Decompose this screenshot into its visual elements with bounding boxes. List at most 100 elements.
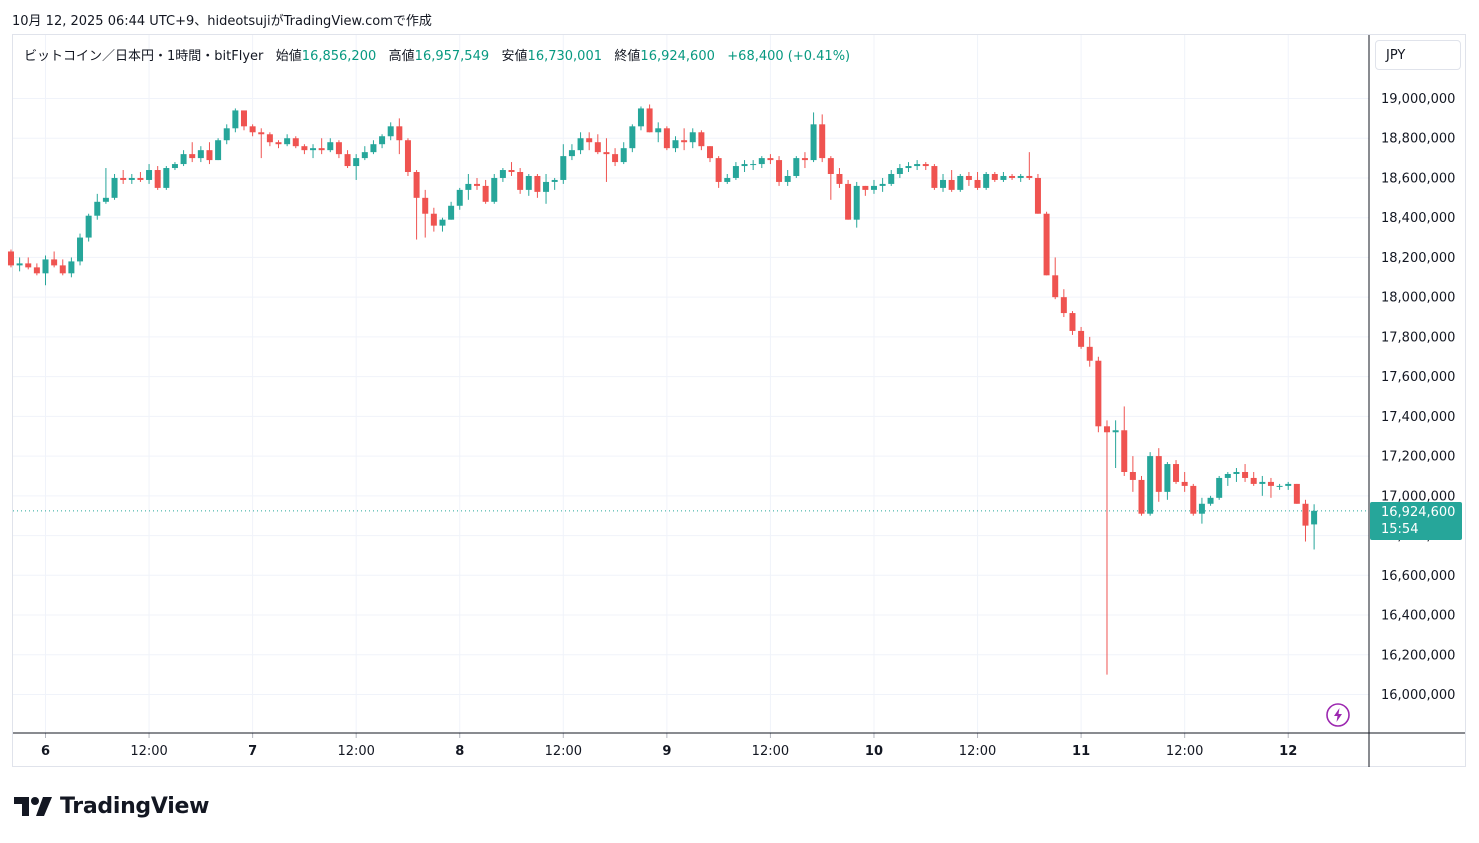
candle[interactable] <box>1311 504 1318 550</box>
candle[interactable] <box>1103 420 1110 675</box>
candle[interactable] <box>1164 462 1171 500</box>
candle[interactable] <box>465 173 472 200</box>
candle[interactable] <box>965 172 972 186</box>
candle[interactable] <box>750 160 757 171</box>
candle[interactable] <box>310 144 317 159</box>
candle[interactable] <box>1173 460 1180 484</box>
tradingview-logo[interactable]: TradingView <box>14 790 209 822</box>
candle[interactable] <box>223 124 230 145</box>
candle[interactable] <box>914 160 921 171</box>
candle[interactable] <box>1060 289 1067 318</box>
candle[interactable] <box>171 162 178 171</box>
candle[interactable] <box>508 162 515 176</box>
candle[interactable] <box>422 189 429 238</box>
candle[interactable] <box>741 160 748 173</box>
candle[interactable] <box>905 162 912 173</box>
candle[interactable] <box>206 142 213 165</box>
candle[interactable] <box>1069 311 1076 335</box>
candle[interactable] <box>137 172 144 182</box>
candle[interactable] <box>1147 452 1154 516</box>
candle[interactable] <box>543 173 550 204</box>
candle[interactable] <box>370 140 377 155</box>
candle[interactable] <box>819 114 826 163</box>
candle[interactable] <box>146 164 153 184</box>
candle[interactable] <box>1285 481 1292 490</box>
candle[interactable] <box>16 257 23 272</box>
candle[interactable] <box>655 122 662 143</box>
candle[interactable] <box>404 138 411 176</box>
candle[interactable] <box>888 170 895 186</box>
candle[interactable] <box>957 173 964 192</box>
candle[interactable] <box>1129 456 1136 492</box>
candle[interactable] <box>301 144 308 155</box>
candle[interactable] <box>758 156 765 169</box>
candle[interactable] <box>594 134 601 155</box>
candle[interactable] <box>534 173 541 198</box>
candle[interactable] <box>430 207 437 232</box>
candle[interactable] <box>681 128 688 151</box>
candle[interactable] <box>698 130 705 151</box>
candle[interactable] <box>568 144 575 161</box>
candle[interactable] <box>482 179 489 204</box>
candle[interactable] <box>931 164 938 190</box>
candle[interactable] <box>974 172 981 190</box>
candle[interactable] <box>335 140 342 159</box>
candle[interactable] <box>361 146 368 161</box>
candle[interactable] <box>396 118 403 155</box>
candle[interactable] <box>387 122 394 141</box>
candle[interactable] <box>59 259 66 276</box>
candle[interactable] <box>1267 477 1274 498</box>
candle[interactable] <box>1000 172 1007 182</box>
candle[interactable] <box>1224 471 1231 486</box>
candle[interactable] <box>77 233 84 266</box>
candle[interactable] <box>68 257 75 278</box>
candle[interactable] <box>948 170 955 192</box>
candle[interactable] <box>672 136 679 153</box>
candle[interactable] <box>163 166 170 190</box>
candle[interactable] <box>1259 475 1266 496</box>
candle[interactable] <box>620 142 627 165</box>
candle[interactable] <box>413 170 420 240</box>
candle[interactable] <box>1009 173 1016 180</box>
candle[interactable] <box>1233 468 1240 482</box>
candle[interactable] <box>836 168 843 188</box>
candle[interactable] <box>292 136 299 149</box>
candle[interactable] <box>810 112 817 163</box>
candle[interactable] <box>499 168 506 182</box>
candle[interactable] <box>525 173 532 196</box>
candle[interactable] <box>379 134 386 149</box>
candle[interactable] <box>1095 356 1102 433</box>
candle[interactable] <box>94 193 101 220</box>
candle[interactable] <box>707 146 714 163</box>
candle[interactable] <box>1138 475 1145 516</box>
candle[interactable] <box>732 162 739 180</box>
candle[interactable] <box>128 173 135 184</box>
candle[interactable] <box>1026 152 1033 180</box>
candle[interactable] <box>33 263 40 276</box>
candle[interactable] <box>629 124 636 153</box>
candle[interactable] <box>1242 464 1249 482</box>
candle[interactable] <box>215 138 222 161</box>
candle[interactable] <box>1155 448 1162 502</box>
candle[interactable] <box>940 173 947 192</box>
candle[interactable] <box>258 128 265 159</box>
candle[interactable] <box>327 138 334 153</box>
candle[interactable] <box>1052 257 1059 300</box>
candle[interactable] <box>793 156 800 178</box>
candle[interactable] <box>491 173 498 204</box>
candle[interactable] <box>275 140 282 149</box>
candle[interactable] <box>1216 475 1223 500</box>
candle[interactable] <box>249 124 256 137</box>
candle[interactable] <box>189 142 196 163</box>
candle[interactable] <box>1181 471 1188 492</box>
candle[interactable] <box>603 138 610 182</box>
candle[interactable] <box>646 104 653 133</box>
candle[interactable] <box>637 106 644 131</box>
candle[interactable] <box>1017 173 1024 182</box>
candle[interactable] <box>284 134 291 147</box>
candle[interactable] <box>456 187 463 210</box>
candle[interactable] <box>801 152 808 169</box>
candle[interactable] <box>154 166 161 190</box>
candle[interactable] <box>344 150 351 169</box>
candle[interactable] <box>1086 336 1093 367</box>
